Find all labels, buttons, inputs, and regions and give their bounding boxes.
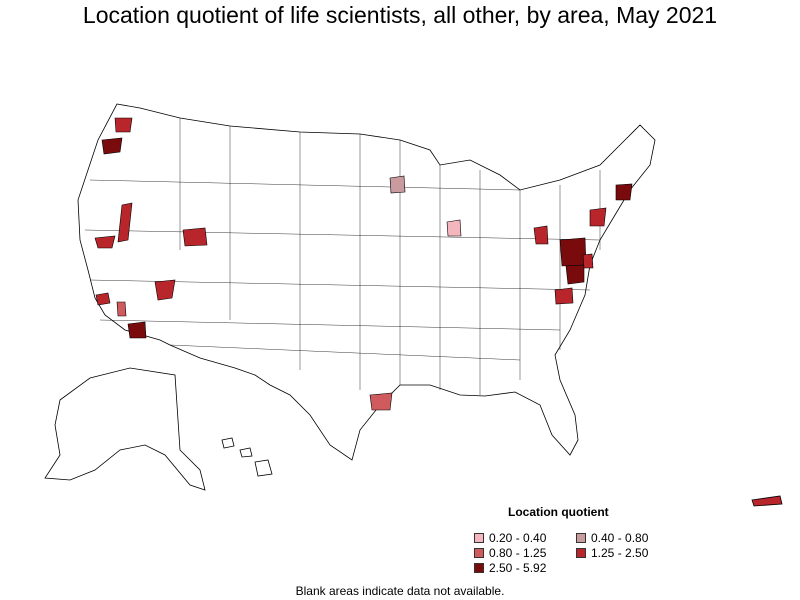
footnote: Blank areas indicate data not available. (295, 584, 505, 598)
area-minnesota (389, 175, 406, 194)
hawaii-island-2 (239, 447, 253, 458)
legend-item-2: 0.40 - 0.80 (576, 531, 648, 545)
area-dc-baltimore (559, 237, 587, 267)
legend-label-5: 2.50 - 5.92 (489, 561, 547, 575)
legend-item-1: 0.20 - 0.40 (474, 531, 546, 545)
area-sf-bay (94, 235, 116, 249)
area-utah (182, 227, 208, 247)
area-houston (369, 392, 393, 411)
legend-swatch-5 (474, 563, 484, 573)
area-seattle (114, 117, 133, 133)
us-outline (77, 103, 656, 461)
contiguous-us (44, 103, 783, 507)
legend-swatch-2 (576, 533, 586, 543)
area-delaware (582, 253, 594, 269)
legend-item-3: 0.80 - 1.25 (474, 546, 546, 560)
puerto-rico (751, 495, 783, 507)
area-virginia (565, 264, 585, 285)
area-pittsburgh (533, 225, 549, 245)
legend-label-4: 1.25 - 2.50 (591, 546, 649, 560)
area-sacramento (117, 202, 133, 243)
legend-swatch-4 (576, 548, 586, 558)
area-grid-lines (84, 118, 601, 395)
highlighted-areas (94, 117, 633, 411)
area-boston (615, 183, 633, 201)
area-las-vegas (154, 279, 176, 301)
hawaii-island-1 (221, 437, 235, 449)
area-san-diego (116, 301, 127, 317)
legend-label-1: 0.20 - 0.40 (489, 531, 547, 545)
hawaii-island-3 (254, 459, 273, 477)
alaska (44, 367, 206, 491)
area-los-angeles (95, 292, 111, 306)
legend-item-4: 1.25 - 2.50 (576, 546, 648, 560)
legend-title: Location quotient (508, 505, 609, 519)
area-indiana (446, 219, 462, 237)
area-north-carolina (554, 287, 574, 305)
area-boundaries (84, 118, 601, 395)
legend-item-5: 2.50 - 5.92 (474, 561, 546, 575)
legend-swatch-1 (474, 533, 484, 543)
area-portland (101, 137, 123, 155)
legend-swatch-3 (474, 548, 484, 558)
area-arizona-south (127, 321, 147, 339)
map-title: Location quotient of life scientists, al… (82, 2, 718, 28)
legend-label-3: 0.80 - 1.25 (489, 546, 547, 560)
area-new-jersey (589, 207, 607, 227)
legend-label-2: 0.40 - 0.80 (591, 531, 649, 545)
